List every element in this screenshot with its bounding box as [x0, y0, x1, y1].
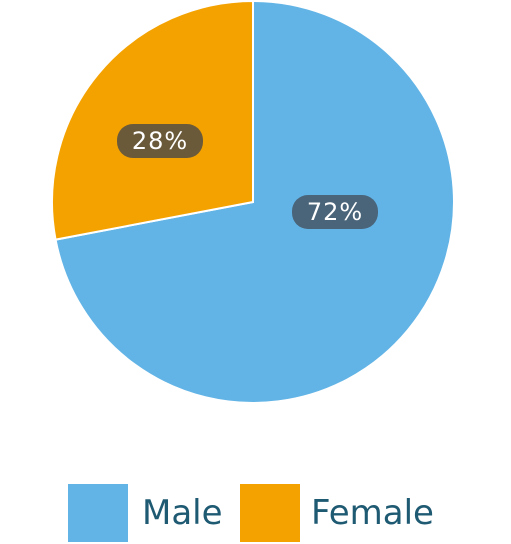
legend-swatch-female [240, 484, 300, 542]
slice-label-male: 72% [307, 198, 363, 226]
legend: Male Female [68, 484, 434, 542]
legend-swatch-male [68, 484, 128, 542]
slice-label-female: 28% [132, 127, 188, 155]
legend-label-male: Male [142, 493, 223, 533]
slice-label-badge-male [292, 195, 378, 229]
pie-slice-female[interactable] [51, 0, 254, 241]
pie-slice-labels: 72% 28% [117, 124, 378, 229]
pie-slices [51, 0, 455, 404]
legend-label-female: Female [311, 493, 434, 533]
legend-item-female[interactable]: Female [240, 484, 434, 542]
legend-item-male[interactable]: Male [68, 484, 223, 542]
pie-slice-male[interactable] [54, 0, 455, 404]
slice-label-badge-female [117, 124, 203, 158]
